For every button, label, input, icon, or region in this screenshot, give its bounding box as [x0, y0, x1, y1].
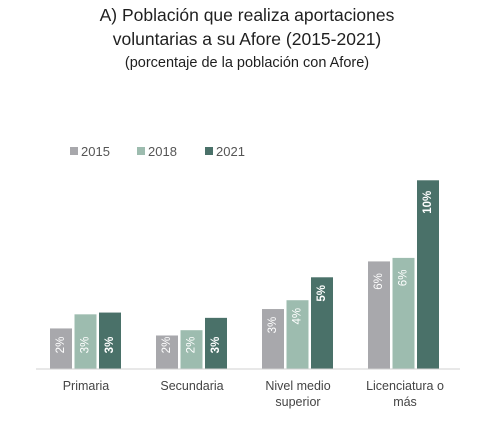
- legend-label-2015: 2015: [81, 144, 110, 159]
- bar-2018-0: [74, 314, 97, 369]
- legend-swatch-2021: [205, 147, 213, 155]
- category-label-0: Primaria: [63, 379, 110, 393]
- chart-title-line2: voluntarias a su Afore (2015-2021): [113, 29, 382, 49]
- bar-2015-1: [156, 335, 178, 369]
- data-label-2021-1: 3%: [210, 337, 222, 354]
- data-label-2018-3: 6%: [398, 270, 410, 287]
- legend: 2015 2018 2021: [70, 144, 245, 159]
- data-label-2021-3: 10%: [422, 191, 434, 214]
- data-label-2018-1: 2%: [186, 337, 198, 354]
- chart-subtitle: (porcentaje de la población con Afore): [125, 55, 369, 71]
- bar-2015-3: [368, 261, 390, 369]
- category-label-2-line2: superior: [275, 395, 320, 409]
- category-label-3: Licenciatura o: [366, 379, 444, 393]
- legend-label-2018: 2018: [148, 144, 177, 159]
- category-label-1: Secundaria: [160, 379, 223, 393]
- bar-2015-0: [50, 328, 72, 369]
- chart-title: A) Población que realiza aportaciones: [100, 5, 395, 25]
- legend-swatch-2015: [70, 147, 78, 155]
- data-label-2021-2: 5%: [316, 285, 328, 302]
- data-label-2015-2: 3%: [267, 317, 279, 334]
- data-label-2021-0: 3%: [104, 337, 116, 354]
- data-label-2018-0: 3%: [80, 337, 92, 354]
- bar-2018-2: [286, 300, 309, 369]
- category-label-2: Nivel medio: [265, 379, 330, 393]
- bar-2018-3: [392, 257, 415, 369]
- plot-area: 2% 3% 3% 2% 2% 3% 3% 4% 5% 6% 6% 10%: [50, 180, 439, 369]
- bar-2018-1: [180, 330, 203, 369]
- bar-2021-3: [417, 180, 439, 369]
- bar-2021-2: [311, 277, 333, 369]
- x-axis-labels: Primaria Secundaria Nivel medio superior Lic…: [63, 379, 444, 409]
- data-label-2015-3: 6%: [373, 273, 385, 290]
- data-label-2015-1: 2%: [161, 337, 173, 354]
- bar-2021-0: [99, 312, 121, 369]
- bar-2015-2: [262, 309, 284, 369]
- legend-swatch-2018: [137, 147, 145, 155]
- bar-2021-1: [205, 317, 227, 369]
- category-label-3-line2: más: [393, 395, 417, 409]
- legend-label-2021: 2021: [216, 144, 245, 159]
- data-label-2015-0: 2%: [55, 337, 67, 354]
- data-label-2018-2: 4%: [292, 308, 304, 325]
